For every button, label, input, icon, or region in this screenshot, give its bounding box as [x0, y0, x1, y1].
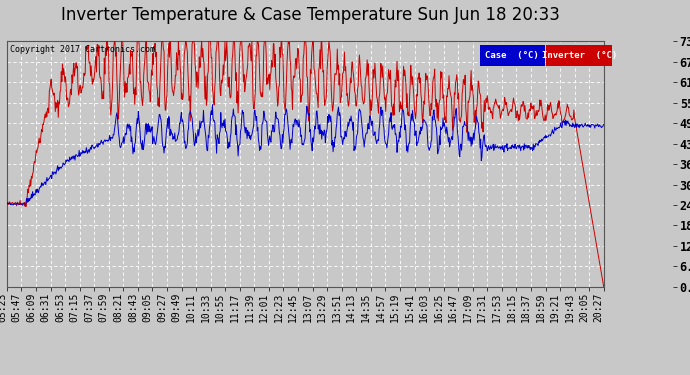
Text: Inverter  (°C): Inverter (°C)	[542, 51, 617, 60]
Text: Inverter Temperature & Case Temperature Sun Jun 18 20:33: Inverter Temperature & Case Temperature …	[61, 6, 560, 24]
Text: Case  (°C): Case (°C)	[486, 51, 539, 60]
Text: Copyright 2017 Cartronics.com: Copyright 2017 Cartronics.com	[10, 45, 155, 54]
